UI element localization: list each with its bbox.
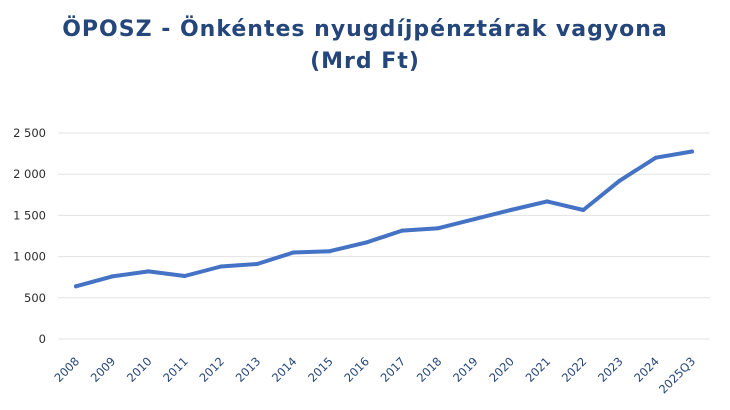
data-point: [545, 199, 550, 204]
y-tick-label: 1 000: [13, 250, 46, 264]
x-tick-label: 2018: [414, 354, 445, 385]
data-point: [182, 273, 187, 278]
x-tick-label: 2009: [88, 354, 119, 385]
data-point: [218, 264, 223, 269]
data-point: [617, 178, 622, 183]
data-point: [291, 250, 296, 255]
x-tick-label: 2016: [341, 354, 372, 385]
x-tick-label: 2014: [269, 354, 300, 385]
x-tick-label: 2023: [595, 354, 626, 385]
x-tick-label: 2012: [196, 354, 227, 385]
x-tick-label: 2024: [631, 354, 662, 385]
x-tick-label: 2008: [52, 354, 83, 385]
data-point: [436, 226, 441, 231]
data-point: [400, 228, 405, 233]
series-line: [74, 149, 694, 289]
x-tick-label: 2019: [450, 354, 481, 385]
y-axis-ticks: 0 500 1 000 1 500 2 000 2 500: [13, 126, 46, 346]
data-point: [74, 284, 78, 289]
x-tick-label: 2017: [378, 354, 409, 385]
x-tick-label: 2025Q3: [656, 354, 698, 396]
y-tick-label: 1 500: [13, 208, 46, 222]
x-tick-label: 2021: [523, 354, 554, 385]
x-tick-label: 2015: [305, 354, 336, 385]
data-point: [472, 217, 477, 222]
data-point: [508, 208, 513, 213]
y-tick-label: 2 000: [13, 167, 46, 181]
chart-title-line1: ÖPOSZ - Önkéntes nyugdíjpénztárak vagyon…: [62, 17, 668, 42]
x-tick-label: 2022: [559, 354, 590, 385]
data-point: [581, 208, 586, 213]
series-layer: [74, 149, 694, 289]
data-point: [255, 262, 260, 267]
data-point: [110, 274, 115, 279]
y-tick-label: 0: [39, 332, 46, 346]
x-axis-ticks: 2008 2009 2010 2011 2012 2013 2014 2015 2016 2017…: [52, 354, 699, 396]
chart-title: ÖPOSZ - Önkéntes nyugdíjpénztárak vagyon…: [0, 14, 730, 78]
grid-lines: [58, 132, 710, 340]
data-point: [653, 155, 658, 160]
data-point: [690, 149, 694, 154]
y-tick-label: 2 500: [13, 126, 46, 140]
x-tick-label: 2020: [486, 354, 517, 385]
x-tick-label: 2013: [233, 354, 264, 385]
data-point: [363, 240, 368, 245]
data-point: [146, 269, 151, 274]
y-tick-label: 500: [24, 291, 46, 305]
chart-title-line2: (Mrd Ft): [310, 49, 420, 74]
x-tick-label: 2010: [124, 354, 155, 385]
data-point: [327, 249, 332, 254]
x-tick-label: 2011: [160, 354, 191, 385]
